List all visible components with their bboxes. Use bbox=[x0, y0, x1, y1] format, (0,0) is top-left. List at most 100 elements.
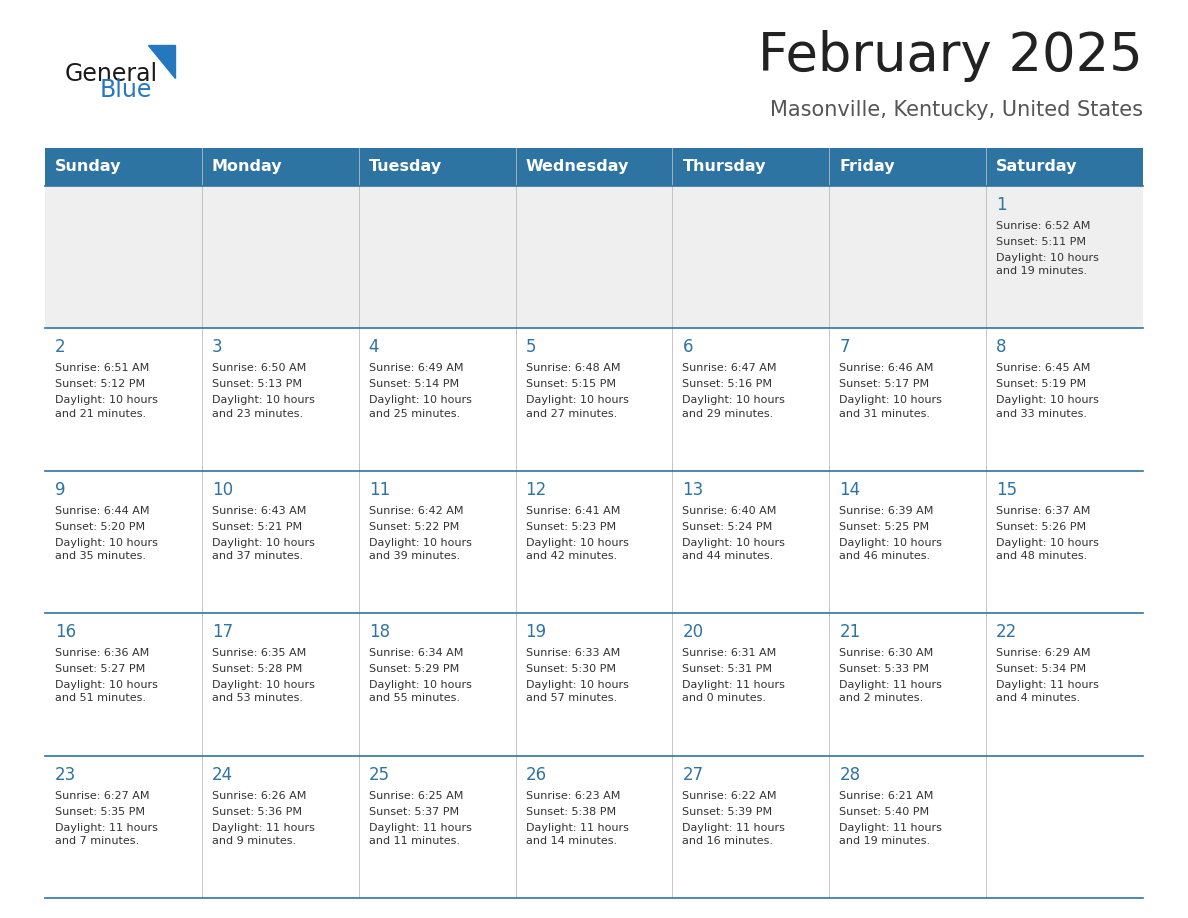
Text: Sunset: 5:11 PM: Sunset: 5:11 PM bbox=[997, 237, 1086, 247]
Text: Sunrise: 6:49 AM: Sunrise: 6:49 AM bbox=[368, 364, 463, 374]
Text: Sunrise: 6:23 AM: Sunrise: 6:23 AM bbox=[525, 790, 620, 800]
Text: Friday: Friday bbox=[839, 160, 895, 174]
Text: 25: 25 bbox=[368, 766, 390, 784]
Text: General: General bbox=[65, 62, 158, 86]
Text: Sunset: 5:22 PM: Sunset: 5:22 PM bbox=[368, 521, 459, 532]
Text: Daylight: 10 hours
and 53 minutes.: Daylight: 10 hours and 53 minutes. bbox=[211, 680, 315, 703]
Text: 14: 14 bbox=[839, 481, 860, 498]
Text: 10: 10 bbox=[211, 481, 233, 498]
Text: 16: 16 bbox=[55, 623, 76, 641]
Text: Sunset: 5:34 PM: Sunset: 5:34 PM bbox=[997, 665, 1086, 674]
Text: Wednesday: Wednesday bbox=[525, 160, 628, 174]
Text: Daylight: 11 hours
and 16 minutes.: Daylight: 11 hours and 16 minutes. bbox=[682, 823, 785, 845]
Text: Daylight: 10 hours
and 23 minutes.: Daylight: 10 hours and 23 minutes. bbox=[211, 396, 315, 419]
Text: Sunset: 5:35 PM: Sunset: 5:35 PM bbox=[55, 807, 145, 817]
Text: Daylight: 11 hours
and 11 minutes.: Daylight: 11 hours and 11 minutes. bbox=[368, 823, 472, 845]
Text: 26: 26 bbox=[525, 766, 546, 784]
Text: 8: 8 bbox=[997, 339, 1006, 356]
Text: Sunrise: 6:21 AM: Sunrise: 6:21 AM bbox=[839, 790, 934, 800]
Text: Sunrise: 6:45 AM: Sunrise: 6:45 AM bbox=[997, 364, 1091, 374]
Text: Daylight: 11 hours
and 9 minutes.: Daylight: 11 hours and 9 minutes. bbox=[211, 823, 315, 845]
Text: Sunset: 5:12 PM: Sunset: 5:12 PM bbox=[55, 379, 145, 389]
Text: Thursday: Thursday bbox=[682, 160, 766, 174]
Text: Daylight: 11 hours
and 19 minutes.: Daylight: 11 hours and 19 minutes. bbox=[839, 823, 942, 845]
Text: 1: 1 bbox=[997, 196, 1006, 214]
Text: Daylight: 10 hours
and 37 minutes.: Daylight: 10 hours and 37 minutes. bbox=[211, 538, 315, 561]
Text: Daylight: 10 hours
and 27 minutes.: Daylight: 10 hours and 27 minutes. bbox=[525, 396, 628, 419]
Text: Sunrise: 6:46 AM: Sunrise: 6:46 AM bbox=[839, 364, 934, 374]
Text: Sunset: 5:33 PM: Sunset: 5:33 PM bbox=[839, 665, 929, 674]
Text: Sunset: 5:19 PM: Sunset: 5:19 PM bbox=[997, 379, 1086, 389]
Text: Tuesday: Tuesday bbox=[368, 160, 442, 174]
Text: Sunset: 5:21 PM: Sunset: 5:21 PM bbox=[211, 521, 302, 532]
Text: Sunrise: 6:31 AM: Sunrise: 6:31 AM bbox=[682, 648, 777, 658]
Text: Sunrise: 6:39 AM: Sunrise: 6:39 AM bbox=[839, 506, 934, 516]
Text: Daylight: 10 hours
and 31 minutes.: Daylight: 10 hours and 31 minutes. bbox=[839, 396, 942, 419]
Text: Sunrise: 6:42 AM: Sunrise: 6:42 AM bbox=[368, 506, 463, 516]
Text: 4: 4 bbox=[368, 339, 379, 356]
Text: Sunrise: 6:27 AM: Sunrise: 6:27 AM bbox=[55, 790, 150, 800]
Text: Sunset: 5:25 PM: Sunset: 5:25 PM bbox=[839, 521, 929, 532]
Text: Sunrise: 6:29 AM: Sunrise: 6:29 AM bbox=[997, 648, 1091, 658]
Text: Sunrise: 6:35 AM: Sunrise: 6:35 AM bbox=[211, 648, 307, 658]
Text: Daylight: 11 hours
and 14 minutes.: Daylight: 11 hours and 14 minutes. bbox=[525, 823, 628, 845]
Text: 18: 18 bbox=[368, 623, 390, 641]
Text: Monday: Monday bbox=[211, 160, 283, 174]
Text: Sunset: 5:14 PM: Sunset: 5:14 PM bbox=[368, 379, 459, 389]
Text: 17: 17 bbox=[211, 623, 233, 641]
Text: 3: 3 bbox=[211, 339, 222, 356]
Text: Sunrise: 6:43 AM: Sunrise: 6:43 AM bbox=[211, 506, 307, 516]
Text: 5: 5 bbox=[525, 339, 536, 356]
Text: Daylight: 11 hours
and 4 minutes.: Daylight: 11 hours and 4 minutes. bbox=[997, 680, 1099, 703]
Text: Sunset: 5:36 PM: Sunset: 5:36 PM bbox=[211, 807, 302, 817]
Text: Saturday: Saturday bbox=[997, 160, 1078, 174]
Text: 27: 27 bbox=[682, 766, 703, 784]
Text: Sunrise: 6:26 AM: Sunrise: 6:26 AM bbox=[211, 790, 307, 800]
Text: Blue: Blue bbox=[100, 78, 152, 102]
Text: Sunset: 5:26 PM: Sunset: 5:26 PM bbox=[997, 521, 1086, 532]
Text: 11: 11 bbox=[368, 481, 390, 498]
Text: 12: 12 bbox=[525, 481, 546, 498]
Text: Sunset: 5:30 PM: Sunset: 5:30 PM bbox=[525, 665, 615, 674]
Text: Sunset: 5:37 PM: Sunset: 5:37 PM bbox=[368, 807, 459, 817]
Text: Sunset: 5:16 PM: Sunset: 5:16 PM bbox=[682, 379, 772, 389]
Text: Daylight: 10 hours
and 19 minutes.: Daylight: 10 hours and 19 minutes. bbox=[997, 253, 1099, 276]
Text: Sunrise: 6:36 AM: Sunrise: 6:36 AM bbox=[55, 648, 150, 658]
Text: Sunrise: 6:22 AM: Sunrise: 6:22 AM bbox=[682, 790, 777, 800]
Text: Sunrise: 6:48 AM: Sunrise: 6:48 AM bbox=[525, 364, 620, 374]
Text: Daylight: 10 hours
and 42 minutes.: Daylight: 10 hours and 42 minutes. bbox=[525, 538, 628, 561]
Text: 19: 19 bbox=[525, 623, 546, 641]
Text: 21: 21 bbox=[839, 623, 860, 641]
Text: Sunrise: 6:44 AM: Sunrise: 6:44 AM bbox=[55, 506, 150, 516]
Text: Sunrise: 6:33 AM: Sunrise: 6:33 AM bbox=[525, 648, 620, 658]
Text: Daylight: 10 hours
and 44 minutes.: Daylight: 10 hours and 44 minutes. bbox=[682, 538, 785, 561]
Text: Sunrise: 6:30 AM: Sunrise: 6:30 AM bbox=[839, 648, 934, 658]
Text: Sunrise: 6:34 AM: Sunrise: 6:34 AM bbox=[368, 648, 463, 658]
Text: Sunset: 5:20 PM: Sunset: 5:20 PM bbox=[55, 521, 145, 532]
Text: February 2025: February 2025 bbox=[758, 30, 1143, 82]
Text: Sunrise: 6:47 AM: Sunrise: 6:47 AM bbox=[682, 364, 777, 374]
Text: 9: 9 bbox=[55, 481, 65, 498]
Text: 7: 7 bbox=[839, 339, 849, 356]
Text: Daylight: 10 hours
and 29 minutes.: Daylight: 10 hours and 29 minutes. bbox=[682, 396, 785, 419]
Text: Sunday: Sunday bbox=[55, 160, 121, 174]
Text: 28: 28 bbox=[839, 766, 860, 784]
Text: Sunset: 5:29 PM: Sunset: 5:29 PM bbox=[368, 665, 459, 674]
Text: 23: 23 bbox=[55, 766, 76, 784]
Text: Sunrise: 6:52 AM: Sunrise: 6:52 AM bbox=[997, 221, 1091, 231]
Text: Sunrise: 6:25 AM: Sunrise: 6:25 AM bbox=[368, 790, 463, 800]
Text: Daylight: 10 hours
and 55 minutes.: Daylight: 10 hours and 55 minutes. bbox=[368, 680, 472, 703]
Text: 22: 22 bbox=[997, 623, 1017, 641]
Text: Sunrise: 6:40 AM: Sunrise: 6:40 AM bbox=[682, 506, 777, 516]
Text: Sunset: 5:39 PM: Sunset: 5:39 PM bbox=[682, 807, 772, 817]
Text: 24: 24 bbox=[211, 766, 233, 784]
Text: Daylight: 10 hours
and 35 minutes.: Daylight: 10 hours and 35 minutes. bbox=[55, 538, 158, 561]
Text: Daylight: 10 hours
and 57 minutes.: Daylight: 10 hours and 57 minutes. bbox=[525, 680, 628, 703]
Text: Sunrise: 6:50 AM: Sunrise: 6:50 AM bbox=[211, 364, 307, 374]
Text: 20: 20 bbox=[682, 623, 703, 641]
Text: Daylight: 10 hours
and 25 minutes.: Daylight: 10 hours and 25 minutes. bbox=[368, 396, 472, 419]
Text: Sunset: 5:27 PM: Sunset: 5:27 PM bbox=[55, 665, 145, 674]
Text: Daylight: 10 hours
and 48 minutes.: Daylight: 10 hours and 48 minutes. bbox=[997, 538, 1099, 561]
Text: Daylight: 11 hours
and 2 minutes.: Daylight: 11 hours and 2 minutes. bbox=[839, 680, 942, 703]
Text: Daylight: 10 hours
and 33 minutes.: Daylight: 10 hours and 33 minutes. bbox=[997, 396, 1099, 419]
